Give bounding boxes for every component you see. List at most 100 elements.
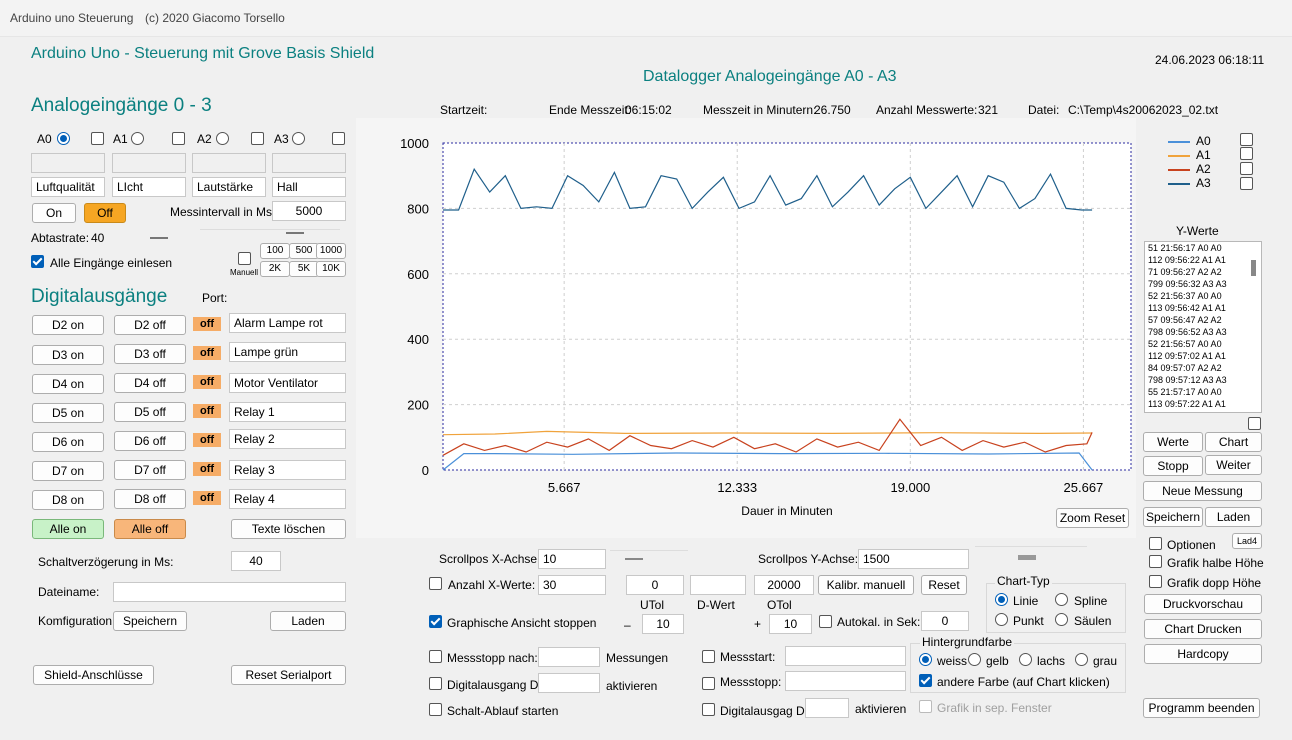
d3-port-name[interactable]: Lampe grün — [229, 342, 346, 362]
messstart-input[interactable] — [785, 646, 906, 666]
list-item[interactable]: 84 09:57:07 A2 A2 — [1148, 363, 1222, 373]
scroll-y-slider[interactable] — [1018, 555, 1036, 560]
d2-off-button[interactable]: D2 off — [114, 315, 186, 335]
clear-texts-button[interactable]: Texte löschen — [231, 519, 346, 539]
digitalausgag-checkbox[interactable] — [702, 703, 715, 716]
list-item[interactable]: 798 09:56:52 A3 A3 — [1148, 327, 1227, 337]
list-item[interactable]: 113 09:56:42 A1 A1 — [1148, 303, 1226, 313]
list-checkbox[interactable] — [1248, 417, 1261, 430]
d6-off-button[interactable]: D6 off — [114, 431, 186, 451]
min-value-input[interactable]: 0 — [626, 575, 684, 595]
print-chart-button[interactable]: Chart Drucken — [1144, 619, 1262, 639]
scroll-y-input[interactable]: 1500 — [858, 549, 969, 569]
legend-a0-checkbox[interactable] — [1240, 133, 1253, 146]
chart[interactable]: 0 200 400 600 800 1000 5.667 12.333 19.000 25.66… — [356, 118, 1136, 538]
config-load-button[interactable]: Laden — [270, 611, 346, 631]
all-off-button[interactable]: Alle off — [114, 519, 186, 539]
channel-a0-radio[interactable] — [57, 132, 70, 145]
preset-10k-button[interactable]: 10K — [316, 261, 346, 277]
list-item[interactable]: 799 09:56:32 A3 A3 — [1148, 279, 1227, 289]
on-button[interactable]: On — [32, 203, 76, 223]
count-x-input[interactable]: 30 — [538, 575, 606, 595]
d8-port-name[interactable]: Relay 4 — [229, 489, 346, 509]
channel-a3-name[interactable]: Hall — [272, 177, 346, 197]
bg-grau-radio[interactable] — [1075, 653, 1088, 666]
scroll-x-slider[interactable] — [625, 558, 643, 560]
channel-a3-checkbox[interactable] — [332, 132, 345, 145]
list-item[interactable]: 113 09:57:22 A1 A1 — [1148, 399, 1226, 409]
chart-type-spline-radio[interactable] — [1055, 593, 1068, 606]
list-item[interactable]: 52 21:56:37 A0 A0 — [1148, 291, 1222, 301]
preset-5k-button[interactable]: 5K — [289, 261, 319, 277]
stop-view-checkbox[interactable] — [429, 615, 442, 628]
channel-a3-radio[interactable] — [292, 132, 305, 145]
channel-a1-checkbox[interactable] — [172, 132, 185, 145]
separate-window-checkbox[interactable] — [919, 700, 932, 713]
d8-off-button[interactable]: D8 off — [114, 489, 186, 509]
calibrate-button[interactable]: Kalibr. manuell — [818, 575, 914, 595]
werte-button[interactable]: Werte — [1143, 432, 1203, 452]
list-item[interactable]: 52 21:56:57 A0 A0 — [1148, 339, 1222, 349]
shield-button[interactable]: Shield-Anschlüsse — [33, 665, 154, 685]
otol-input[interactable]: 10 — [769, 614, 812, 634]
max-value-input[interactable]: 20000 — [754, 575, 814, 595]
scroll-x-input[interactable]: 10 — [538, 549, 606, 569]
chart-type-punkt-radio[interactable] — [995, 613, 1008, 626]
bg-weiss-radio[interactable] — [919, 653, 932, 666]
double-height-checkbox[interactable] — [1149, 575, 1162, 588]
preset-2k-button[interactable]: 2K — [260, 261, 290, 277]
load-measurement-button[interactable]: Laden — [1205, 507, 1262, 527]
quit-button[interactable]: Programm beenden — [1143, 698, 1260, 718]
legend-a3-checkbox[interactable] — [1240, 177, 1253, 190]
list-item[interactable]: 51 21:56:17 A0 A0 — [1148, 243, 1222, 253]
zoom-reset-button[interactable]: Zoom Reset — [1056, 508, 1129, 528]
messstopp-nach-checkbox[interactable] — [429, 650, 442, 663]
d5-off-button[interactable]: D5 off — [114, 402, 186, 422]
options-checkbox[interactable] — [1149, 537, 1162, 550]
filename-input[interactable] — [113, 582, 346, 602]
digitalausgag-input[interactable] — [805, 698, 849, 718]
d7-off-button[interactable]: D7 off — [114, 460, 186, 480]
messstart-checkbox[interactable] — [702, 650, 715, 663]
d2-on-button[interactable]: D2 on — [32, 315, 104, 335]
config-save-button[interactable]: Speichern — [113, 611, 187, 631]
messstopp-count-input[interactable] — [538, 647, 600, 667]
stopp-button[interactable]: Stopp — [1143, 456, 1203, 476]
list-item[interactable]: 112 09:57:02 A1 A1 — [1148, 351, 1226, 361]
abtast-slider[interactable] — [150, 237, 168, 239]
messstopp-checkbox[interactable] — [702, 677, 715, 690]
chart-type-saeulen-radio[interactable] — [1055, 613, 1068, 626]
autokal-input[interactable]: 0 — [921, 611, 969, 631]
digitalausgang-input[interactable] — [538, 673, 600, 693]
d7-on-button[interactable]: D7 on — [32, 461, 104, 481]
y-values-list[interactable]: 51 21:56:17 A0 A0 112 09:56:22 A1 A1 71 … — [1144, 241, 1262, 413]
weiter-button[interactable]: Weiter — [1205, 455, 1262, 475]
delay-input[interactable]: 40 — [231, 551, 281, 571]
chart-button[interactable]: Chart — [1205, 432, 1262, 452]
other-color-checkbox[interactable] — [919, 674, 932, 687]
channel-a2-radio[interactable] — [216, 132, 229, 145]
utol-input[interactable]: 10 — [642, 614, 684, 634]
d7-port-name[interactable]: Relay 3 — [229, 460, 346, 480]
legend-a2-checkbox[interactable] — [1240, 162, 1253, 175]
messstopp-input[interactable] — [785, 671, 906, 691]
list-item[interactable]: 112 09:56:22 A1 A1 — [1148, 255, 1226, 265]
list-scrollbar[interactable] — [1251, 260, 1256, 276]
interval-slider[interactable] — [286, 232, 304, 234]
digitalausgang-checkbox[interactable] — [429, 677, 442, 690]
channel-a0-checkbox[interactable] — [91, 132, 104, 145]
off-button[interactable]: Off — [84, 203, 126, 223]
save-measurement-button[interactable]: Speichern — [1143, 507, 1203, 527]
d8-on-button[interactable]: D8 on — [32, 490, 104, 510]
list-item[interactable]: 798 09:57:12 A3 A3 — [1148, 375, 1227, 385]
legend-a1-checkbox[interactable] — [1240, 147, 1253, 160]
d3-off-button[interactable]: D3 off — [114, 344, 186, 364]
bg-gelb-radio[interactable] — [968, 653, 981, 666]
d4-on-button[interactable]: D4 on — [32, 374, 104, 394]
manual-checkbox[interactable] — [238, 252, 251, 265]
preset-100-button[interactable]: 100 — [260, 243, 290, 259]
all-on-button[interactable]: Alle on — [32, 519, 104, 539]
d4-port-name[interactable]: Motor Ventilator — [229, 373, 346, 393]
channel-a2-checkbox[interactable] — [251, 132, 264, 145]
list-item[interactable]: 57 09:56:47 A2 A2 — [1148, 315, 1222, 325]
